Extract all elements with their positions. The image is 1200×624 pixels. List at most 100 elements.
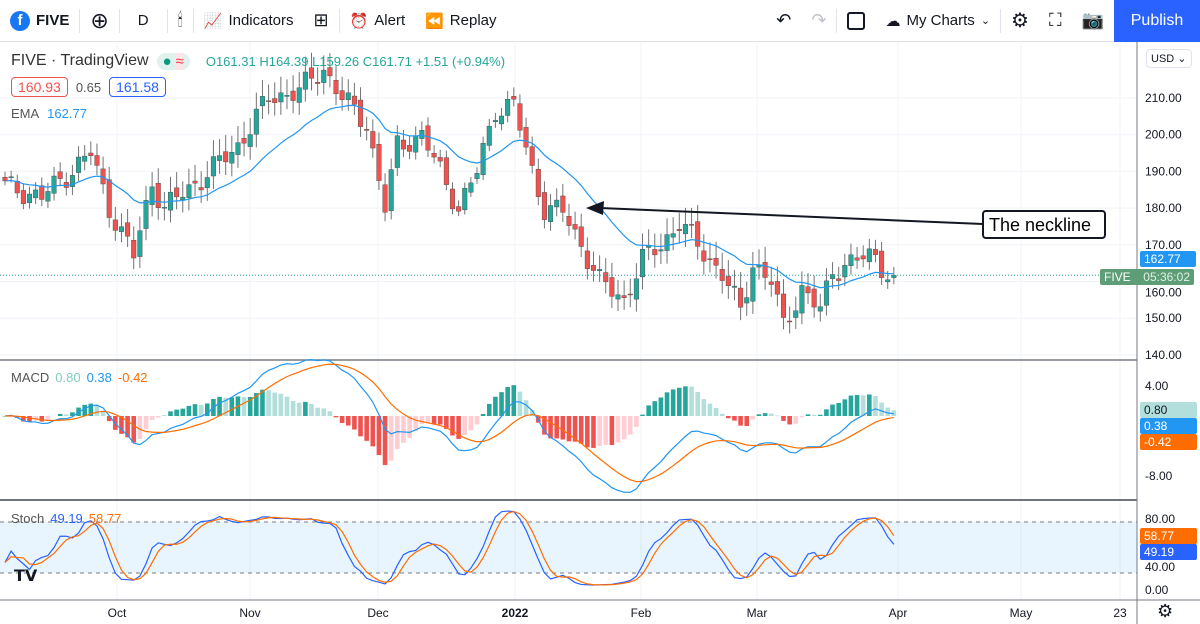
macd-histogram-bar — [364, 416, 369, 441]
candle — [112, 219, 118, 231]
macd-histogram-bar — [168, 411, 173, 416]
macd-histogram-bar — [376, 416, 382, 456]
stoch-k-tag-bg — [1140, 544, 1197, 560]
interval-label: D — [137, 12, 149, 29]
macd-histogram-bar — [474, 416, 480, 425]
candle — [486, 125, 492, 146]
candle — [535, 168, 541, 197]
macd-histogram-bar — [781, 416, 786, 421]
candle — [388, 169, 394, 211]
macd-label: MACD — [11, 370, 50, 385]
candle — [584, 250, 590, 269]
candle — [731, 285, 737, 288]
macd-histogram-bar — [726, 416, 731, 419]
candle — [879, 250, 885, 278]
indicators-button[interactable]: 📈 Indicators — [194, 0, 304, 42]
macd-histogram-bar — [266, 390, 271, 416]
candle — [541, 192, 547, 220]
publish-button[interactable]: Publish — [1114, 0, 1200, 42]
candle — [217, 155, 223, 161]
candle — [437, 157, 443, 162]
settings-button[interactable]: ⚙ — [1001, 0, 1039, 42]
macd-histogram-bar — [186, 405, 192, 416]
macd-histogram-bar — [395, 416, 400, 450]
replay-button[interactable]: ⏪ Replay — [415, 0, 506, 42]
snapshot-button[interactable]: 📷 — [1072, 0, 1114, 42]
candle — [517, 103, 523, 131]
fullscreen-button[interactable]: ⛶ — [1039, 0, 1072, 42]
divider — [79, 8, 81, 33]
macd-histogram-bar — [548, 416, 553, 439]
candle — [266, 100, 272, 102]
my-charts-button[interactable]: ☁ My Charts ⌄ — [875, 0, 1000, 42]
market-status-badge[interactable]: ● ≈ — [156, 52, 190, 70]
stoch-band — [0, 522, 1137, 573]
candle — [358, 99, 364, 127]
candle — [443, 157, 449, 185]
macd-hist-tag-bg — [1140, 402, 1197, 418]
neckline-annotation[interactable]: The neckline — [586, 201, 1106, 239]
candle — [793, 310, 799, 318]
time-axis-label: Apr — [889, 606, 908, 620]
macd-histogram-bar — [155, 416, 161, 418]
macd-histogram-bar — [646, 405, 651, 416]
signal-tag: -0.42 — [1144, 435, 1172, 449]
replay-label: Replay — [449, 12, 497, 29]
indicators-icon: 📈 — [203, 12, 223, 30]
candle — [351, 95, 357, 105]
ohlc-values: O161.31 H164.39 L159.26 C161.71 +1.51 (+… — [205, 53, 506, 69]
fullscreen-select-button[interactable] — [837, 0, 875, 42]
candle — [106, 179, 112, 218]
candle — [88, 152, 94, 156]
macd-histogram-bar — [585, 416, 590, 448]
signal-tag-bg — [1140, 434, 1197, 450]
stoch-d-line — [4, 510, 895, 586]
candle — [872, 249, 878, 255]
macd-histogram-bar — [100, 410, 106, 416]
candle — [382, 184, 388, 213]
candle — [505, 99, 511, 116]
candle — [554, 199, 560, 208]
grid-icon: ⊞ — [313, 10, 329, 30]
macd-histogram-bar — [566, 416, 572, 442]
macd-line — [4, 359, 894, 493]
candle — [609, 277, 615, 297]
candle — [633, 278, 639, 300]
symbol-label: FIVE — [36, 12, 70, 29]
candle — [69, 175, 75, 187]
countdown-label: 05:36:02 — [1143, 270, 1190, 284]
macd-histogram-bar — [456, 416, 461, 439]
alert-button[interactable]: ⏰ Alert — [340, 0, 416, 42]
candle — [57, 171, 63, 179]
macd-histogram-bar — [713, 408, 719, 416]
chart-area[interactable]: 210.00 200.00 190.00 180.00 170.00 160.00 150.… — [0, 42, 1200, 624]
buy-price-button[interactable]: 161.58 — [109, 77, 166, 97]
macd-histogram-bar — [401, 416, 406, 443]
macd-axis-label: 4.00 — [1145, 379, 1169, 393]
macd-histogram-bar — [204, 403, 210, 416]
macd-histogram-bar — [627, 416, 633, 435]
candle — [689, 224, 695, 226]
candle — [143, 200, 149, 229]
candle — [223, 151, 229, 163]
macd-histogram-bar — [517, 391, 523, 416]
sell-price-button[interactable]: 160.93 — [11, 77, 68, 97]
currency-select[interactable]: USD ⌄ — [1146, 49, 1192, 68]
settings-icon[interactable]: ⚙ — [1157, 601, 1174, 621]
ema-value: 162.77 — [47, 105, 87, 121]
macd-histogram-bar — [738, 416, 743, 426]
candle — [241, 138, 247, 144]
chart-type-button[interactable]: 🕯 — [168, 0, 193, 42]
symbol-search[interactable]: f FIVE — [0, 0, 79, 42]
macd-histogram-bar — [609, 416, 615, 445]
compare-button[interactable]: ⊕ — [80, 0, 118, 42]
candle — [701, 250, 707, 262]
undo-button[interactable]: ↶ — [766, 0, 801, 42]
candle — [186, 184, 192, 198]
macd-histogram-bar — [94, 405, 100, 416]
redo-button[interactable]: ↷ — [801, 0, 836, 42]
candle — [738, 287, 744, 308]
macd-tag-bg — [1140, 418, 1197, 434]
layouts-button[interactable]: ⊞ — [303, 0, 338, 42]
interval-button[interactable]: D — [120, 0, 167, 42]
